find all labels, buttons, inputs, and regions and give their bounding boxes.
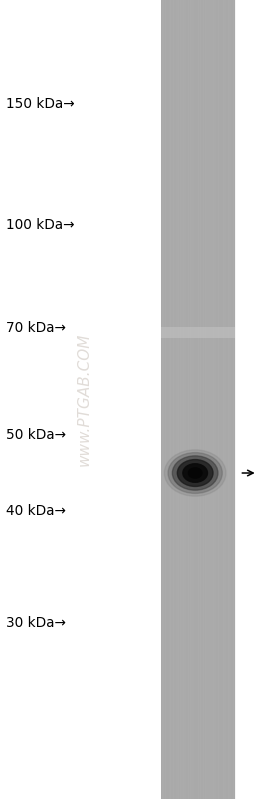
- Ellipse shape: [168, 452, 222, 494]
- Ellipse shape: [172, 456, 218, 490]
- Bar: [234, 0, 236, 799]
- Text: 30 kDa→: 30 kDa→: [6, 616, 66, 630]
- Bar: [161, 327, 235, 338]
- Text: 40 kDa→: 40 kDa→: [6, 504, 66, 519]
- Bar: [196, 0, 199, 799]
- Bar: [161, 0, 162, 799]
- Bar: [216, 0, 218, 799]
- Bar: [214, 0, 216, 799]
- Bar: [224, 0, 226, 799]
- Bar: [176, 0, 178, 799]
- Bar: [166, 0, 169, 799]
- Bar: [221, 0, 223, 799]
- Bar: [189, 0, 190, 799]
- Ellipse shape: [177, 459, 213, 487]
- Bar: [201, 0, 203, 799]
- Bar: [194, 0, 196, 799]
- Bar: [186, 0, 188, 799]
- Bar: [219, 0, 221, 799]
- Bar: [174, 0, 176, 799]
- Ellipse shape: [188, 468, 202, 478]
- Bar: [169, 0, 171, 799]
- Text: 50 kDa→: 50 kDa→: [6, 428, 66, 443]
- Text: 100 kDa→: 100 kDa→: [6, 218, 74, 233]
- Bar: [179, 0, 180, 799]
- Bar: [211, 0, 213, 799]
- Bar: [231, 0, 233, 799]
- Bar: [209, 0, 211, 799]
- Bar: [164, 0, 165, 799]
- Bar: [181, 0, 183, 799]
- Bar: [184, 0, 186, 799]
- Ellipse shape: [164, 450, 226, 496]
- Ellipse shape: [183, 463, 207, 483]
- Bar: [204, 0, 206, 799]
- Bar: [191, 0, 194, 799]
- Bar: [171, 0, 172, 799]
- Text: 150 kDa→: 150 kDa→: [6, 97, 74, 111]
- Bar: [199, 0, 200, 799]
- Text: www.PTGAB.COM: www.PTGAB.COM: [76, 333, 92, 466]
- Text: 70 kDa→: 70 kDa→: [6, 320, 66, 335]
- Bar: [161, 0, 235, 799]
- Bar: [226, 0, 228, 799]
- Bar: [229, 0, 231, 799]
- Bar: [206, 0, 209, 799]
